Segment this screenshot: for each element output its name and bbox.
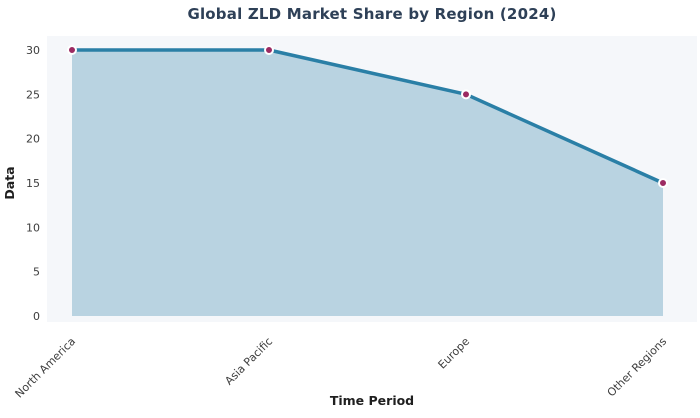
x-tick-label: Europe	[436, 335, 473, 372]
y-tick-label: 25	[26, 88, 40, 101]
data-point-other-regions	[658, 178, 668, 188]
x-axis-title: Time Period	[330, 393, 414, 408]
x-tick-label: Asia Pacific	[222, 335, 275, 388]
y-tick-label: 20	[26, 133, 40, 146]
x-tick-label: Other Regions	[605, 335, 670, 400]
y-axis-title: Data	[2, 166, 17, 199]
y-tick-label: 0	[33, 310, 40, 323]
y-tick-label: 30	[26, 44, 40, 57]
data-point-europe	[461, 89, 471, 100]
y-tick-label: 15	[26, 177, 40, 190]
y-tick-label: 5	[33, 266, 40, 279]
y-tick-label: 10	[26, 221, 40, 234]
trend-line	[70, 48, 665, 185]
data-point-asia-pacific	[264, 45, 274, 55]
data-point-north-america	[67, 45, 77, 55]
x-tick-label: North America	[13, 335, 79, 401]
chart-title: Global ZLD Market Share by Region (2024)	[187, 5, 557, 23]
